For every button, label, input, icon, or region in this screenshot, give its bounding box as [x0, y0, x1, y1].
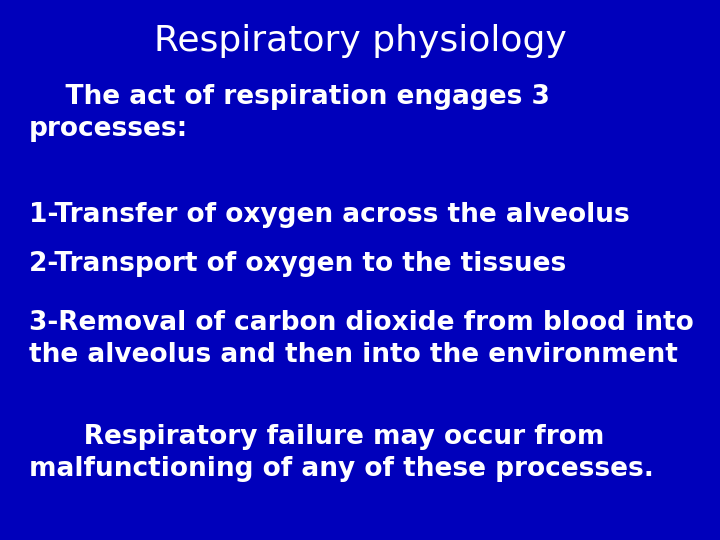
Text: The act of respiration engages 3
processes:: The act of respiration engages 3 process… — [29, 84, 549, 141]
Text: Respiratory failure may occur from
malfunctioning of any of these processes.: Respiratory failure may occur from malfu… — [29, 424, 654, 482]
Text: 1-Transfer of oxygen across the alveolus: 1-Transfer of oxygen across the alveolus — [29, 202, 629, 228]
Text: Respiratory physiology: Respiratory physiology — [153, 24, 567, 58]
Text: 3-Removal of carbon dioxide from blood into
the alveolus and then into the envir: 3-Removal of carbon dioxide from blood i… — [29, 310, 693, 368]
Text: 2-Transport of oxygen to the tissues: 2-Transport of oxygen to the tissues — [29, 251, 566, 277]
